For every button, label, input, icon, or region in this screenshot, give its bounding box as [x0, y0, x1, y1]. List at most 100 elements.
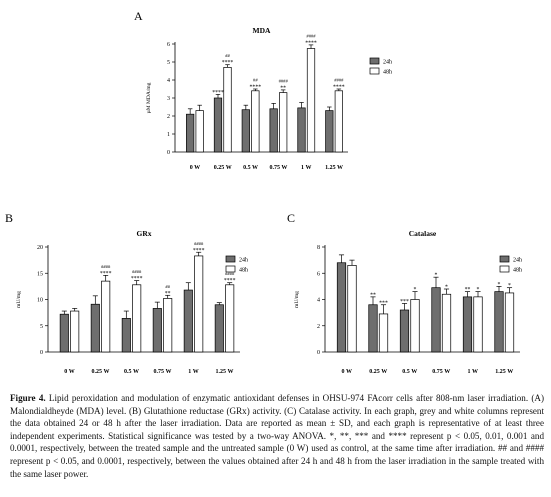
- star-label: **: [280, 85, 286, 91]
- chart-title: GRx: [137, 229, 152, 238]
- star-label: ****: [100, 271, 112, 277]
- x-tick-label: 0.25 W: [92, 369, 110, 375]
- x-tick-label: 0.25 W: [369, 369, 387, 375]
- star-label: ****: [250, 85, 262, 91]
- bar-48h-05W: [132, 284, 142, 353]
- legend-label: 24h: [383, 60, 392, 66]
- chart-title: Catalase: [409, 229, 437, 238]
- y-tick-label: 6: [317, 271, 320, 277]
- bar-24h-05W: [241, 109, 250, 153]
- star-label: ****: [193, 248, 205, 254]
- bar-24h-075W: [152, 308, 162, 353]
- y-tick-label: 3: [167, 96, 170, 102]
- hash-label: ##: [165, 284, 170, 289]
- x-tick-label: 1.25 W: [216, 369, 234, 375]
- star-label: *: [477, 287, 480, 293]
- hash-label: ####: [334, 78, 344, 83]
- bar-24h-125W: [325, 110, 334, 153]
- legend-swatch: [369, 67, 380, 75]
- x-tick-label: 0.75 W: [154, 369, 172, 375]
- legend-swatch: [225, 265, 236, 273]
- star-label: ***: [400, 299, 409, 305]
- bar-24h-075W: [269, 108, 278, 153]
- x-tick-label: 0.25 W: [214, 165, 232, 171]
- star-label: ****: [224, 278, 236, 284]
- bar-48h-025W: [101, 280, 111, 353]
- panel-letter: B: [5, 211, 13, 225]
- caption-text: Lipid peroxidation and modulation of enz…: [10, 393, 544, 479]
- star-label: *: [445, 285, 448, 291]
- x-tick-label: 1.25 W: [325, 165, 343, 171]
- star-label: *: [414, 287, 417, 293]
- y-tick-label: 0: [40, 350, 43, 356]
- hash-label: ####: [279, 78, 289, 83]
- star-label: ****: [222, 60, 234, 66]
- star-label: *: [435, 273, 438, 279]
- bar-24h-05W: [399, 309, 410, 353]
- x-tick-label: 0.75 W: [432, 369, 450, 375]
- bar-24h-05W: [121, 318, 131, 353]
- legend-label: 24h: [513, 258, 522, 264]
- hash-label: ####: [194, 241, 204, 246]
- figure-caption: Figure 4. Lipid peroxidation and modulat…: [10, 392, 544, 480]
- y-tick-label: 20: [37, 245, 43, 251]
- hash-label: ##: [225, 53, 230, 58]
- bar-24h-125W: [214, 304, 224, 353]
- x-tick-label: 0.5 W: [402, 369, 417, 375]
- bar-24h-025W: [90, 303, 100, 353]
- y-tick-label: 0: [167, 150, 170, 156]
- star-label: ****: [333, 85, 345, 91]
- y-tick-label: 2: [167, 114, 170, 120]
- bar-48h-075W: [279, 92, 288, 153]
- bar-48h-05W: [251, 90, 260, 153]
- x-tick-label: 1.25 W: [495, 369, 513, 375]
- bar-48h-075W: [441, 293, 452, 353]
- x-tick-label: 0.5 W: [243, 165, 258, 171]
- bar-48h-0W: [195, 110, 204, 153]
- bar-48h-075W: [163, 298, 173, 353]
- bar-24h-0W: [186, 113, 195, 153]
- bar-48h-125W: [504, 292, 515, 353]
- y-tick-label: 15: [37, 271, 43, 277]
- star-label: *: [508, 283, 511, 289]
- star-label: ***: [379, 300, 388, 306]
- x-tick-label: 1 W: [468, 369, 478, 375]
- bar-24h-025W: [368, 304, 378, 353]
- bar-24h-1W: [462, 296, 473, 353]
- bar-24h-075W: [431, 287, 441, 353]
- y-tick-label: 10: [37, 298, 43, 304]
- legend-label: 24h: [239, 258, 248, 264]
- bar-48h-0W: [347, 265, 357, 353]
- star-label: **: [370, 292, 376, 298]
- legend-swatch: [499, 255, 510, 263]
- x-tick-label: 0.5 W: [124, 369, 139, 375]
- chart-title: MDA: [253, 26, 271, 35]
- x-tick-label: 0 W: [190, 165, 200, 171]
- y-tick-label: 4: [317, 298, 320, 304]
- caption-label: Figure 4.: [10, 393, 46, 403]
- star-label: ****: [131, 276, 143, 282]
- star-label: ****: [212, 90, 224, 96]
- x-tick-label: 0.75 W: [269, 165, 287, 171]
- bar-48h-1W: [306, 48, 316, 153]
- bar-48h-05W: [410, 299, 420, 353]
- y-tick-label: 1: [167, 132, 170, 138]
- x-tick-label: 1 W: [188, 369, 198, 375]
- bar-48h-0W: [70, 310, 80, 353]
- x-tick-label: 1 W: [301, 165, 311, 171]
- y-tick-label: 0: [317, 350, 320, 356]
- legend-swatch: [499, 265, 510, 273]
- bar-24h-1W: [297, 107, 306, 153]
- panel-b: B GRx mU/mg 0 5 10 15 20 0 W **** #### 0.25 W **** ##…: [5, 211, 248, 375]
- hash-label: ####: [101, 264, 111, 269]
- bar-48h-025W: [378, 313, 389, 353]
- hash-label: ####: [132, 269, 142, 274]
- y-tick-label: 5: [167, 60, 170, 66]
- bar-24h-125W: [494, 291, 504, 353]
- x-tick-label: 0 W: [64, 369, 74, 375]
- bar-24h-1W: [183, 289, 193, 353]
- panel-a: A MDA µM MDA/mg 0 1 2 3 4 5 6 0 W **** **** ## 0.25 W *…: [134, 9, 392, 171]
- bar-48h-1W: [194, 255, 204, 353]
